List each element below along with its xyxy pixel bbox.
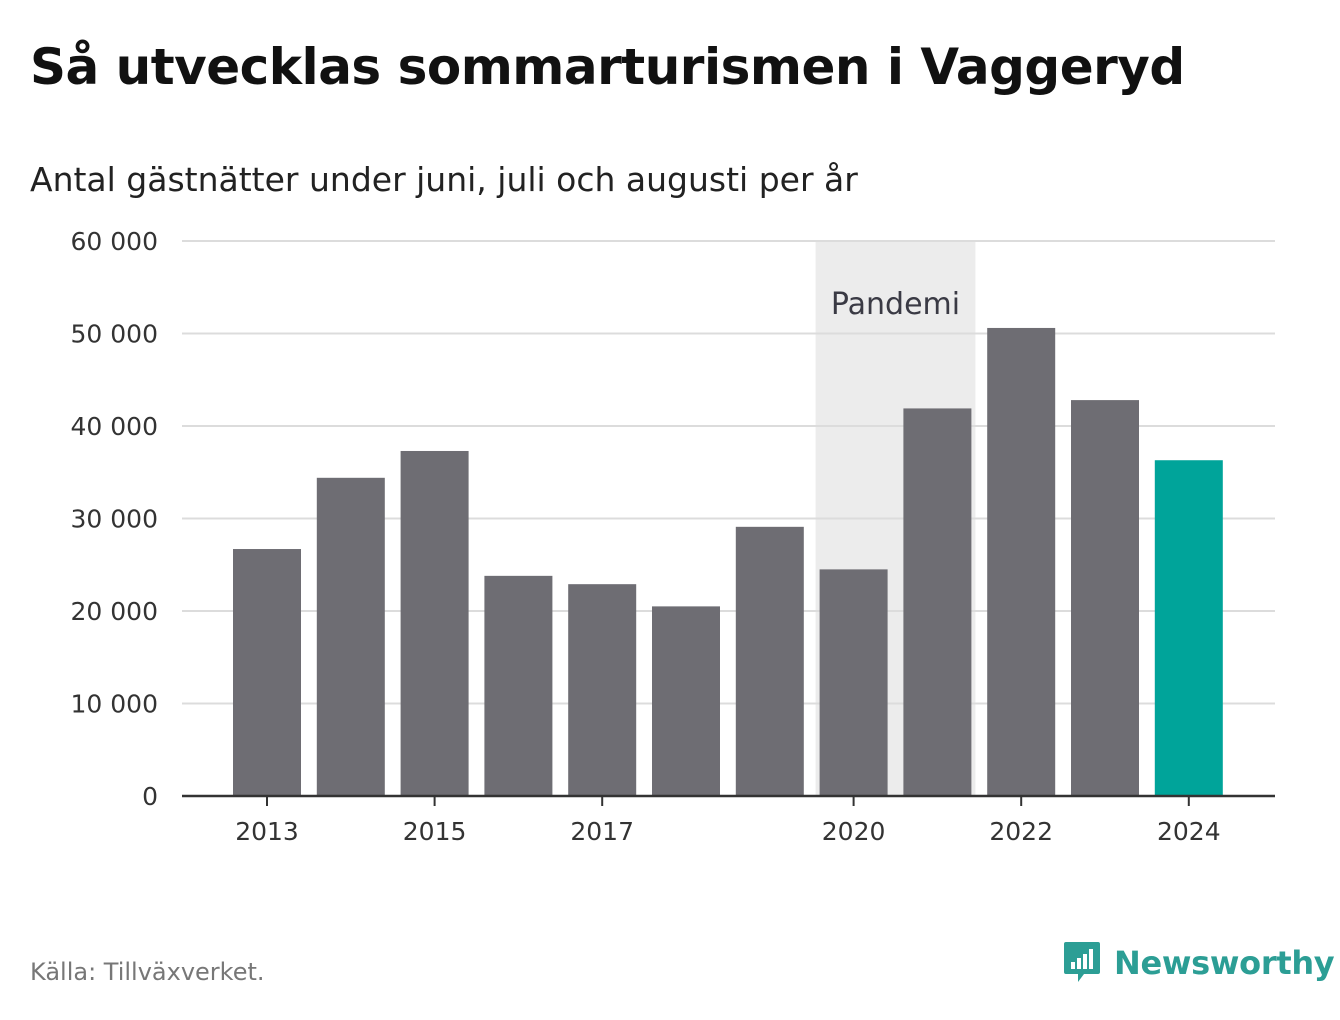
bar-2024 — [1154, 460, 1223, 796]
y-tick-label: 10 000 — [71, 690, 158, 719]
pandemic-label: Pandemi — [831, 287, 960, 322]
y-tick-label: 50 000 — [71, 320, 158, 349]
bar-2021 — [903, 408, 972, 796]
bar-2023 — [1071, 400, 1139, 796]
source-note: Källa: Tillväxverket. — [30, 958, 265, 986]
chart-title: Så utvecklas sommarturismen i Vaggeryd — [30, 38, 1185, 96]
chart-subtitle: Antal gästnätter under juni, juli och au… — [30, 160, 858, 199]
y-tick-label: 40 000 — [71, 412, 158, 441]
brand-name: Newsworthy — [1114, 944, 1335, 982]
x-tick-label: 2013 — [235, 817, 299, 846]
x-tick-label: 2017 — [570, 817, 634, 846]
bars — [233, 327, 1223, 796]
bar-chart: Pandemi 0 10 000 20 000 30 000 40 000 50 000 6… — [71, 227, 1275, 846]
x-tick-label: 2020 — [822, 817, 886, 846]
x-tick-label: 2022 — [989, 817, 1053, 846]
bar-2018 — [652, 606, 720, 796]
axes — [182, 794, 1275, 806]
labels: 0 10 000 20 000 30 000 40 000 50 000 60 000 201… — [71, 227, 1221, 846]
y-tick-label: 30 000 — [71, 505, 158, 534]
bar-2013 — [233, 549, 301, 796]
y-tick-label: 60 000 — [71, 227, 158, 256]
newsworthy-logo-icon — [1064, 942, 1100, 982]
bar-2019 — [735, 526, 804, 796]
bar-2016 — [484, 575, 553, 796]
x-tick-label: 2024 — [1157, 817, 1221, 846]
bar-2015 — [400, 450, 469, 796]
bar-2014 — [316, 477, 385, 796]
bar-2017 — [568, 584, 637, 796]
bar-2020 — [819, 569, 888, 796]
y-tick-label: 20 000 — [71, 597, 158, 626]
bar-2022 — [987, 327, 1056, 796]
brand-logo: Newsworthy — [1062, 940, 1335, 986]
x-tick-label: 2015 — [403, 817, 467, 846]
y-tick-label: 0 — [142, 782, 158, 811]
